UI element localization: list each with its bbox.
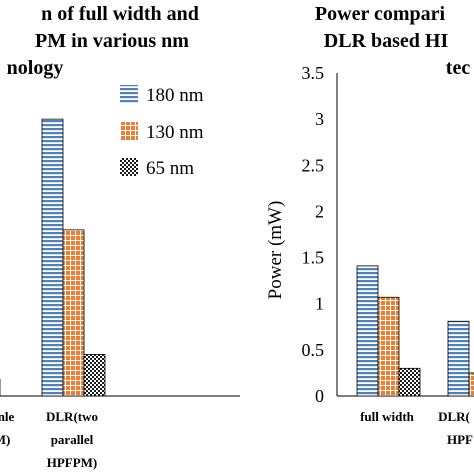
legend-label-130: 130 nm — [146, 122, 204, 143]
right-y-tick-label: 1 — [315, 294, 324, 314]
right-y-tick-label: 0 — [315, 386, 324, 406]
right-bars — [356, 265, 474, 397]
right-cat-1-line-0: DLR( — [438, 409, 470, 424]
left-cat-1-line-1: parallel — [51, 432, 94, 447]
right-chart-title: Power compari DLR based HI tec — [315, 3, 470, 79]
left-cat-1-line-0: DLR(two — [46, 409, 98, 424]
left-bar-130-cat-1 — [62, 229, 85, 397]
left-cat-0-line-1: M) — [0, 432, 10, 447]
legend-label-180: 180 nm — [146, 85, 204, 106]
right-y-ticks: 0 0.5 1 1.5 2 2.5 3 3.5 — [302, 63, 325, 406]
left-legend: 180 nm 130 nm 65 nm — [120, 85, 204, 179]
right-y-tick-label: 3.5 — [302, 63, 325, 83]
left-title-line-1: n of full width and — [41, 3, 199, 25]
right-chart: Power compari DLR based HI tec Power (mW… — [265, 3, 474, 447]
right-cat-0-line-0: full width — [360, 409, 415, 424]
legend-swatch-65 — [120, 158, 138, 176]
right-y-tick-label: 2 — [315, 201, 324, 221]
right-y-tick-label: 2.5 — [302, 155, 325, 175]
left-bars — [0, 118, 106, 397]
right-category-labels: full width DLR( HPF — [360, 409, 473, 447]
right-y-tick-label: 3 — [315, 109, 324, 129]
right-bar-130-cat-0 — [377, 296, 400, 397]
left-title-line-2: PM in various nm — [35, 30, 189, 52]
right-bar-180-cat-1 — [447, 320, 470, 397]
left-bar-180-cat-1 — [41, 118, 64, 397]
legend-label-65: 65 nm — [146, 158, 194, 179]
right-title-line-2: DLR based HI — [324, 30, 449, 52]
right-title-line-3: tec — [446, 57, 471, 79]
left-bar-65-cat-1 — [83, 354, 106, 397]
left-title-line-3: nology — [7, 57, 64, 79]
right-cat-1-line-1: HPF — [447, 432, 473, 447]
left-category-labels: nle M) DLR(two parallel HPFPM) — [0, 409, 98, 470]
right-title-line-1: Power compari — [315, 3, 446, 25]
left-chart: n of full width and PM in various nm nol… — [0, 3, 240, 470]
right-bar-65-cat-0 — [398, 367, 421, 397]
right-y-axis-label: Power (mW) — [265, 201, 286, 300]
legend-swatch-180 — [120, 85, 138, 103]
right-bar-180-cat-0 — [356, 265, 379, 397]
right-y-tick-label: 1.5 — [302, 248, 325, 268]
legend-swatch-130 — [120, 122, 138, 140]
left-chart-title: n of full width and PM in various nm nol… — [7, 3, 199, 79]
left-cat-1-line-2: HPFPM) — [47, 455, 98, 470]
right-bar-130-cat-1 — [468, 372, 474, 397]
right-y-tick-label: 0.5 — [302, 340, 325, 360]
left-cat-0-line-0: nle — [0, 409, 15, 424]
